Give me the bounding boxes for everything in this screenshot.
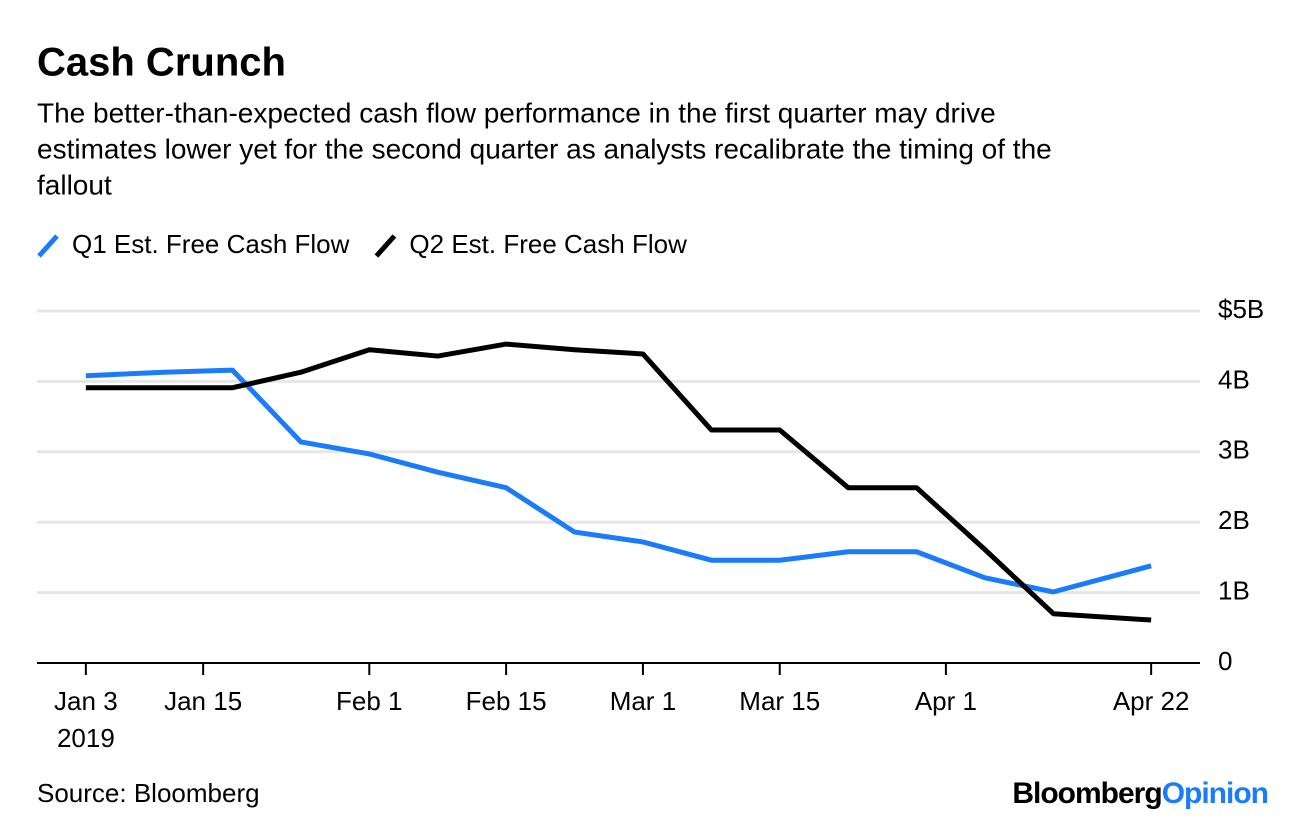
legend-swatch — [374, 234, 397, 258]
x-tick-sublabel: 2019 — [57, 723, 115, 753]
subtitle: fallout — [37, 169, 112, 200]
x-tick-label: Jan 3 — [54, 686, 118, 716]
brand: BloombergOpinion — [1012, 777, 1268, 810]
brand-name: Bloomberg — [1012, 777, 1161, 810]
x-tick-label: Apr 1 — [915, 686, 977, 716]
y-tick-label: 1B — [1218, 575, 1250, 605]
brand-suffix: Opinion — [1162, 777, 1268, 810]
chart-title: Cash Crunch — [37, 41, 286, 85]
series-line — [85, 341, 1152, 623]
x-tick-label: Feb 15 — [466, 686, 547, 716]
x-tick-label: Apr 22 — [1113, 686, 1190, 716]
x-tick-label: Mar 15 — [739, 686, 820, 716]
legend-label: Q2 Est. Free Cash Flow — [409, 229, 687, 259]
x-tick-label: Feb 1 — [336, 686, 403, 716]
subtitle: The better-than-expected cash flow perfo… — [37, 97, 996, 128]
y-tick-label: 3B — [1218, 435, 1250, 465]
y-tick-label: 4B — [1218, 364, 1250, 394]
subtitle: estimates lower yet for the second quart… — [37, 133, 1052, 164]
y-tick-label: 0 — [1218, 646, 1232, 676]
y-tick-label: $5B — [1218, 294, 1264, 324]
source: Source: Bloomberg — [37, 778, 260, 808]
y-tick-label: 2B — [1218, 505, 1250, 535]
legend-swatch — [37, 234, 59, 258]
x-tick-label: Mar 1 — [610, 686, 676, 716]
series-line — [85, 367, 1152, 595]
legend-label: Q1 Est. Free Cash Flow — [72, 229, 350, 259]
x-tick-label: Jan 15 — [164, 686, 242, 716]
